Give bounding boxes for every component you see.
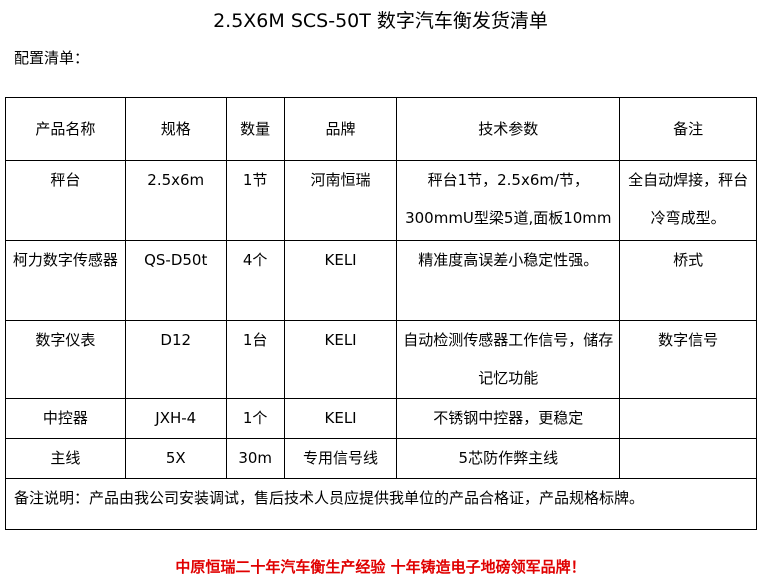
brand: KELI — [283, 320, 398, 399]
shipping-list-table: 产品名称 规格 数量 品牌 技术参数 备注 秤台 2.5x6m 1节 河南恒瑞 … — [5, 97, 757, 530]
quantity: 1节 — [225, 160, 285, 241]
tech-params: 秤台1节，2.5x6m/节，300mmU型梁5道,面板10mm — [396, 160, 621, 241]
note-row: 备注说明：产品由我公司安装调试，售后技术人员应提供我单位的产品合格证，产品规格标… — [5, 478, 757, 530]
tech-params: 精准度高误差小稳定性强。 — [396, 240, 621, 321]
header-cell: 产品名称 — [5, 97, 126, 161]
header-cell: 技术参数 — [396, 97, 621, 161]
brand: 专用信号线 — [283, 438, 398, 479]
product-name: 秤台 — [5, 160, 126, 241]
spec: 5X — [124, 438, 227, 479]
slogan: 中原恒瑞二十年汽车衡生产经验 十年铸造电子地磅领军品牌！ — [175, 558, 586, 576]
spec: D12 — [124, 320, 227, 399]
spec: JXH-4 — [124, 398, 227, 439]
product-name: 主线 — [5, 438, 126, 479]
quantity: 30m — [225, 438, 285, 479]
remark — [619, 398, 757, 439]
remark: 数字信号 — [619, 320, 757, 399]
table-header-row: 产品名称 规格 数量 品牌 技术参数 备注 — [5, 97, 757, 161]
remark — [619, 438, 757, 479]
brand: KELI — [283, 398, 398, 439]
table-row: 秤台 2.5x6m 1节 河南恒瑞 秤台1节，2.5x6m/节，300mmU型梁… — [5, 160, 757, 241]
header-cell: 备注 — [619, 97, 757, 161]
table-row: 主线 5X 30m 专用信号线 5芯防作弊主线 — [5, 438, 757, 479]
header-cell: 品牌 — [283, 97, 398, 161]
tech-params: 5芯防作弊主线 — [396, 438, 621, 479]
document-title: 2.5X6M SCS-50T 数字汽车衡发货清单 — [213, 10, 548, 32]
spec: 2.5x6m — [124, 160, 227, 241]
quantity: 1台 — [225, 320, 285, 399]
table-row: 柯力数字传感器 QS-D50t 4个 KELI 精准度高误差小稳定性强。 桥式 — [5, 240, 757, 321]
table-row: 数字仪表 D12 1台 KELI 自动检测传感器工作信号，储存记忆功能 数字信号 — [5, 320, 757, 399]
quantity: 4个 — [225, 240, 285, 321]
header-cell: 规格 — [124, 97, 227, 161]
brand: 河南恒瑞 — [283, 160, 398, 241]
quantity: 1个 — [225, 398, 285, 439]
brand: KELI — [283, 240, 398, 321]
spec: QS-D50t — [124, 240, 227, 321]
product-name: 柯力数字传感器 — [5, 240, 126, 321]
remark: 全自动焊接，秤台冷弯成型。 — [619, 160, 757, 241]
note-text: 备注说明：产品由我公司安装调试，售后技术人员应提供我单位的产品合格证，产品规格标… — [5, 478, 757, 530]
header-cell: 数量 — [225, 97, 285, 161]
remark: 桥式 — [619, 240, 757, 321]
product-name: 数字仪表 — [5, 320, 126, 399]
tech-params: 自动检测传感器工作信号，储存记忆功能 — [396, 320, 621, 399]
config-list-label: 配置清单： — [14, 49, 90, 67]
table-row: 中控器 JXH-4 1个 KELI 不锈钢中控器，更稳定 — [5, 398, 757, 439]
tech-params: 不锈钢中控器，更稳定 — [396, 398, 621, 439]
product-name: 中控器 — [5, 398, 126, 439]
